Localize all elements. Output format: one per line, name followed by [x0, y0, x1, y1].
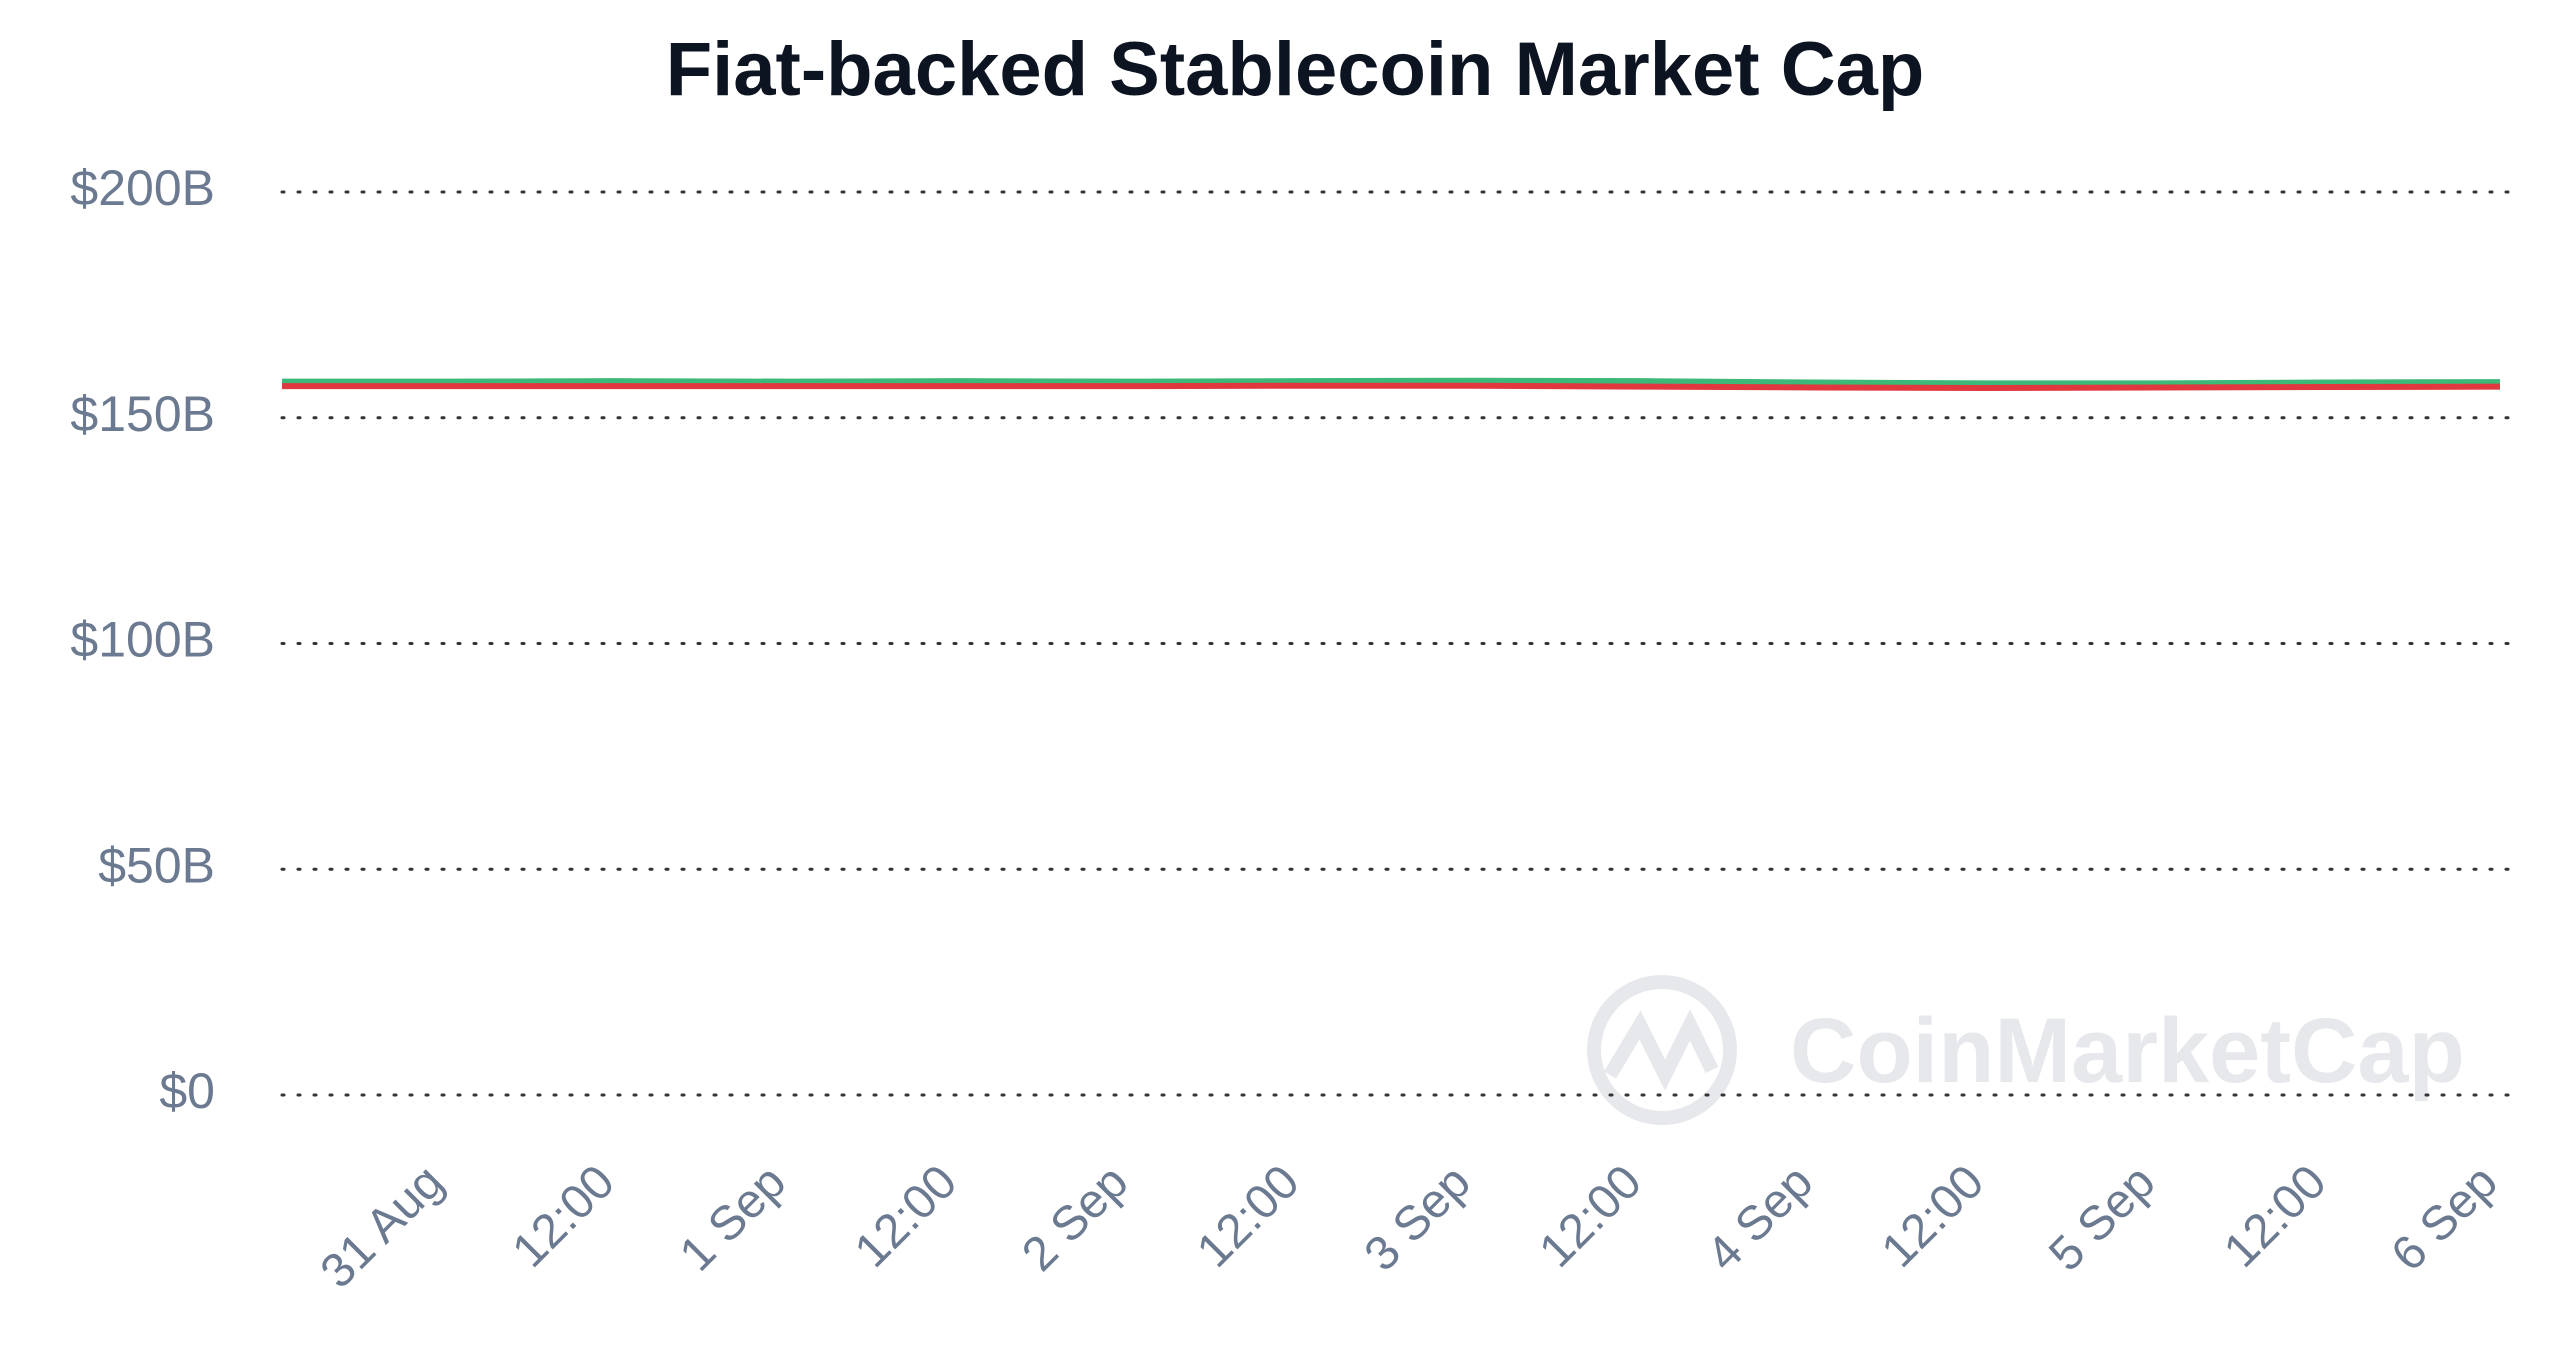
watermark-logo: [1587, 975, 1737, 1125]
y-tick-label: $200B: [70, 160, 215, 216]
series-line: [282, 377, 2501, 387]
x-tick-label: 1 Sep: [670, 1155, 796, 1281]
x-tick-label: 4 Sep: [1697, 1155, 1823, 1281]
x-tick-label: 12:00: [2214, 1155, 2336, 1277]
x-tick-label: 2 Sep: [1012, 1155, 1138, 1281]
x-tick-label: 12:00: [1530, 1155, 1652, 1277]
y-tick-label: $50B: [98, 837, 215, 893]
y-tick-label: $100B: [70, 612, 215, 668]
x-tick-label: 12:00: [2557, 1155, 2560, 1277]
x-tick-label: 5 Sep: [2039, 1155, 2165, 1281]
y-tick-label: $150B: [70, 386, 215, 442]
x-tick-label: 12:00: [1187, 1155, 1309, 1277]
series-line: [282, 382, 2501, 391]
x-tick-label: 12:00: [845, 1155, 967, 1277]
chart-title: Fiat-backed Stablecoin Market Cap: [666, 27, 1925, 112]
x-tick-label: 12:00: [1872, 1155, 1994, 1277]
x-tick-label: 31 Aug: [311, 1155, 454, 1298]
x-tick-label: 12:00: [503, 1155, 625, 1277]
watermark: CoinMarketCap: [1790, 1000, 2465, 1102]
y-tick-label: $0: [159, 1063, 215, 1119]
x-tick-label: 6 Sep: [2382, 1155, 2508, 1281]
x-tick-label: 3 Sep: [1355, 1155, 1481, 1281]
